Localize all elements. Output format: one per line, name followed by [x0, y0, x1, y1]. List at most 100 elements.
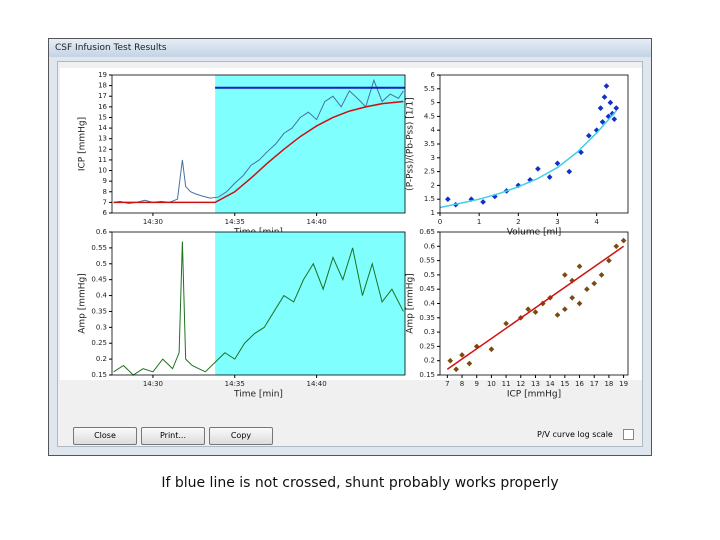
- y-tick-label: 1: [431, 209, 435, 217]
- y-tick-label: 18: [98, 82, 107, 90]
- y-tick-label: 9: [103, 177, 107, 185]
- x-tick-label: 13: [531, 380, 540, 388]
- y-tick-label: 0.45: [91, 276, 107, 284]
- data-line: [439, 110, 617, 209]
- data-point: [576, 300, 583, 307]
- x-tick-label: 14:35: [225, 380, 245, 388]
- highlight-region: [215, 232, 405, 375]
- y-tick-label: 0.15: [419, 371, 435, 379]
- plot-frame: [439, 74, 629, 214]
- x-axis-label: Volume [ml]: [507, 228, 562, 238]
- data-point: [576, 263, 583, 270]
- data-point: [611, 116, 618, 122]
- y-tick-label: 0.2: [424, 357, 435, 365]
- y-tick-label: 3.5: [424, 140, 435, 148]
- x-tick-label: 14: [546, 380, 555, 388]
- data-point: [554, 160, 561, 167]
- x-tick-label: 14:30: [143, 380, 163, 388]
- x-tick-label: 12: [516, 380, 525, 388]
- data-point: [620, 237, 627, 244]
- data-point: [584, 286, 590, 293]
- data-point: [445, 196, 451, 203]
- x-tick-label: 17: [590, 380, 599, 388]
- x-tick-label: 10: [487, 380, 496, 388]
- data-point: [566, 168, 573, 175]
- data-point: [569, 294, 576, 301]
- x-tick-label: 2: [516, 218, 520, 226]
- y-tick-label: 5.5: [424, 85, 435, 93]
- y-tick-label: 0.5: [96, 260, 107, 268]
- data-point: [554, 312, 561, 318]
- y-axis-label: Amp [mmHg]: [406, 273, 416, 334]
- x-tick-label: 0: [438, 218, 442, 226]
- data-point: [599, 119, 606, 125]
- y-tick-label: 0.25: [419, 342, 435, 350]
- y-tick-label: 0.65: [419, 228, 435, 236]
- data-point: [606, 257, 612, 264]
- y-tick-label: 16: [98, 103, 107, 111]
- x-tick-label: 9: [474, 380, 478, 388]
- x-axis-label: ICP [mmHg]: [507, 390, 561, 400]
- data-point: [466, 360, 473, 367]
- caption: If blue line is not crossed, shunt proba…: [161, 475, 559, 491]
- window-title: CSF Infusion Test Results: [49, 39, 651, 57]
- data-point: [562, 306, 568, 313]
- y-tick-label: 6: [103, 209, 108, 217]
- x-tick-label: 18: [604, 380, 613, 388]
- y-tick-label: 4.5: [424, 112, 435, 120]
- checkbox[interactable]: [623, 429, 634, 440]
- y-tick-label: 1.5: [424, 195, 435, 203]
- y-tick-label: 0.6: [424, 242, 436, 250]
- plot-frame: [111, 231, 406, 376]
- y-axis-label: (P-Pss)/(Pb-Pss) [1/1]: [406, 97, 416, 191]
- data-point: [597, 105, 604, 111]
- y-tick-label: 10: [98, 167, 107, 175]
- data-point: [601, 94, 608, 100]
- print-button[interactable]: Print...: [141, 427, 205, 445]
- y-tick-label: 17: [98, 92, 107, 100]
- y-tick-label: 0.5: [424, 271, 435, 279]
- data-point: [586, 132, 592, 139]
- data-point: [607, 99, 614, 106]
- y-tick-label: 0.4: [96, 292, 108, 300]
- data-point: [459, 352, 465, 358]
- y-tick-label: 4: [431, 126, 436, 134]
- data-line: [113, 241, 404, 376]
- data-point: [503, 320, 509, 327]
- x-tick-label: 7: [445, 380, 449, 388]
- data-point: [453, 366, 459, 373]
- y-axis-label: ICP [mmHg]: [78, 117, 88, 171]
- data-point: [480, 199, 486, 205]
- x-tick-label: 3: [555, 218, 559, 226]
- data-point: [447, 357, 454, 364]
- y-tick-label: 0.3: [96, 323, 107, 331]
- x-tick-label: 19: [619, 380, 628, 388]
- y-tick-label: 14: [98, 124, 107, 132]
- x-tick-label: 15: [560, 380, 569, 388]
- data-point: [546, 174, 553, 180]
- y-tick-label: 7: [103, 198, 107, 206]
- plot-frame: [111, 74, 406, 214]
- x-tick-label: 14:35: [225, 218, 245, 226]
- y-tick-label: 0.15: [91, 371, 107, 379]
- y-tick-label: 5: [431, 99, 435, 107]
- data-line: [446, 245, 625, 370]
- y-tick-label: 15: [98, 113, 107, 121]
- y-tick-label: 0.6: [96, 228, 108, 236]
- x-tick-label: 14:40: [307, 380, 327, 388]
- x-tick-label: 1: [477, 218, 481, 226]
- y-tick-label: 0.25: [91, 339, 107, 347]
- y-tick-label: 0.35: [419, 314, 435, 322]
- data-point: [488, 346, 495, 353]
- copy-button[interactable]: Copy: [209, 427, 273, 445]
- y-tick-label: 0.55: [91, 244, 107, 252]
- y-tick-label: 0.45: [419, 285, 435, 293]
- y-tick-label: 12: [98, 145, 107, 153]
- x-tick-label: 14:40: [307, 218, 327, 226]
- close-button[interactable]: Close: [73, 427, 137, 445]
- data-point: [613, 105, 620, 111]
- y-tick-label: 0.55: [419, 257, 435, 265]
- y-tick-label: 8: [103, 188, 107, 196]
